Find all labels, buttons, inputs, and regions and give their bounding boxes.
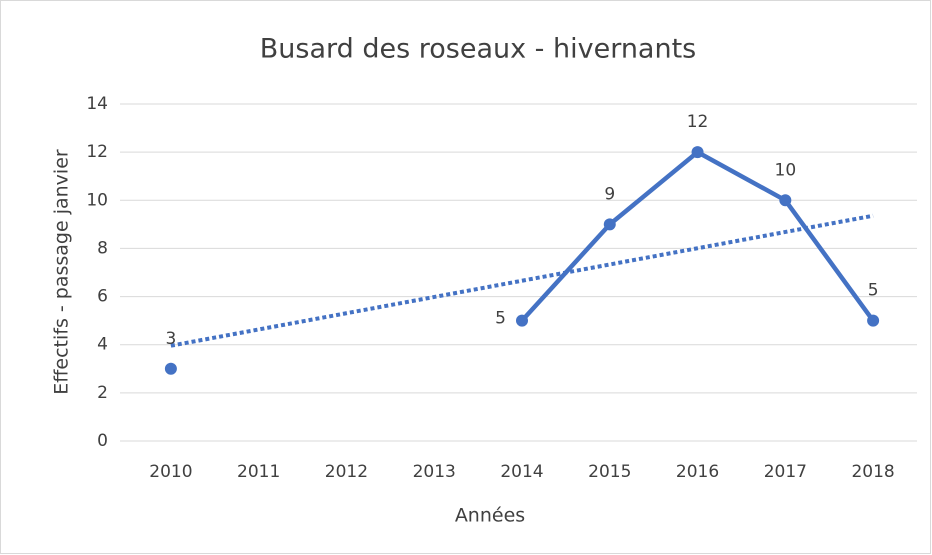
data-point [516, 314, 528, 327]
x-tick-label: 2015 [588, 462, 631, 482]
data-point [164, 362, 177, 375]
y-tick-label: 14 [86, 94, 108, 114]
data-point [867, 314, 880, 327]
data-label: 9 [604, 184, 615, 204]
x-tick-label: 2011 [237, 462, 280, 482]
x-tick-label: 2012 [325, 462, 368, 482]
y-axis-title: Effectifs - passage janvier [51, 149, 73, 395]
data-label: 5 [495, 309, 506, 329]
data-point [691, 146, 704, 159]
y-tick-label: 6 [97, 287, 108, 307]
data-label: 10 [775, 160, 797, 180]
y-tick-label: 12 [86, 142, 108, 162]
data-label: 3 [165, 329, 176, 349]
x-tick-label: 2013 [413, 462, 456, 482]
data-label: 12 [687, 112, 709, 132]
trendline [170, 213, 874, 348]
x-tick-label: 2016 [676, 462, 719, 482]
x-tick-label: 2017 [764, 462, 807, 482]
x-tick-label: 2010 [149, 462, 192, 482]
y-tick-label: 4 [97, 335, 108, 355]
y-tick-label: 10 [86, 190, 108, 210]
y-tick-label: 8 [97, 238, 108, 258]
y-tick-label: 2 [97, 383, 108, 403]
y-tick-label: 0 [97, 431, 108, 451]
x-axis-title: Années [455, 505, 525, 527]
x-tick-label: 2014 [500, 462, 543, 482]
chart-title: Busard des roseaux - hivernants [260, 34, 697, 65]
data-point [603, 218, 616, 231]
data-label: 5 [868, 281, 879, 301]
data-point [779, 194, 792, 207]
x-tick-label: 2018 [851, 462, 894, 482]
